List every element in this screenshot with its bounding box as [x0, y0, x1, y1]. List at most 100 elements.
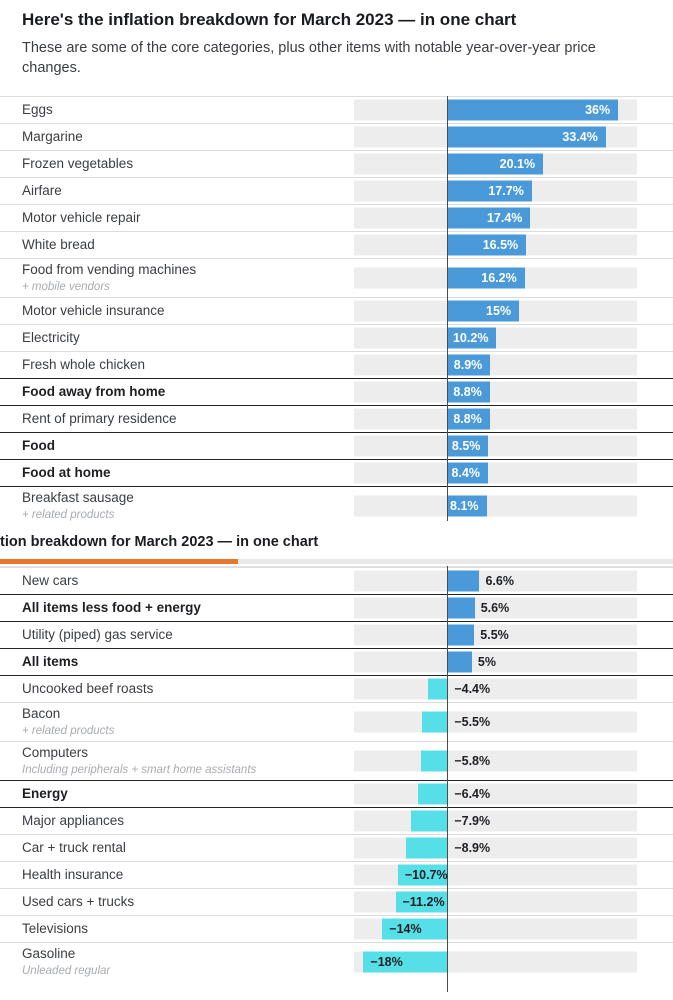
row-label: Energy — [22, 786, 68, 802]
bar-value-label: 6.6% — [485, 574, 514, 588]
chart-row: Frozen vegetables 20.1% — [0, 150, 673, 177]
chart-subtitle: These are some of the core categories, p… — [22, 40, 596, 76]
bar-track — [354, 381, 637, 403]
bar-negative — [418, 783, 449, 805]
bar-positive — [448, 462, 488, 484]
chart-section-top: Eggs 36% Margarine 33.4% Frozen vegetables 20… — [0, 96, 673, 521]
chart-row: White bread 16.5% — [0, 231, 673, 258]
row-label: Utility (piped) gas service — [22, 627, 173, 643]
bar-track — [354, 837, 637, 859]
row-label: Uncooked beef roasts — [22, 681, 153, 697]
row-label: Rent of primary residence — [22, 411, 177, 427]
bar-positive — [448, 234, 527, 256]
row-label-text: Rent of primary residence — [22, 411, 177, 426]
chart-row: Car + truck rental −8.9% — [0, 834, 673, 861]
row-label: Car + truck rental — [22, 840, 126, 856]
row-label: Airfare — [22, 183, 62, 199]
row-label: Food away from home — [22, 384, 165, 400]
chart-row: Breakfast sausage + related products 8.1% — [0, 486, 673, 521]
row-sublabel-text: Unleaded regular — [22, 965, 111, 977]
bar-value-label: −4.4% — [454, 682, 491, 696]
bar-value-label: 17.4% — [486, 211, 523, 225]
bar-value-label: 33.4% — [562, 130, 598, 144]
bar-track — [354, 462, 637, 484]
bar-negative — [395, 891, 449, 913]
bar-positive — [448, 99, 619, 121]
chart-row: Bacon + related products −5.5% — [0, 702, 673, 741]
row-label-text: Used cars + trucks — [22, 894, 135, 909]
row-label: Food at home — [22, 465, 111, 481]
zero-axis-line — [447, 566, 449, 992]
chart-row: All items less food + energy 5.6% — [0, 594, 673, 621]
row-label-text: All items less food + energy — [22, 600, 201, 615]
row-label-text: All items — [22, 654, 79, 669]
bar-value-label: 8.1% — [450, 499, 479, 513]
row-label-text: White bread — [22, 237, 95, 252]
bar-value-label: 8.8% — [453, 412, 482, 426]
bar-value-label: 5% — [477, 655, 496, 669]
row-label: Health insurance — [22, 867, 123, 883]
bar-track — [354, 810, 637, 832]
row-label: White bread — [22, 237, 95, 253]
row-label: Televisions — [22, 921, 88, 937]
row-label: Food — [22, 438, 55, 454]
chart-row: Airfare 17.7% — [0, 177, 673, 204]
bar-track — [354, 750, 637, 772]
bar-track — [354, 570, 637, 592]
row-label-text: Health insurance — [22, 867, 124, 882]
row-label-text: Motor vehicle repair — [22, 210, 141, 225]
bar-track — [354, 435, 637, 457]
chart-row: Eggs 36% — [0, 96, 673, 123]
row-label-text: Gasoline — [22, 946, 76, 961]
row-label-text: Food away from home — [22, 384, 166, 399]
row-label-text: Car + truck rental — [22, 840, 126, 855]
bar-positive — [448, 300, 520, 322]
row-label: Computers Including peripherals + smart h… — [22, 745, 256, 777]
bar-track — [354, 495, 637, 517]
bar-value-label: −5.5% — [454, 715, 491, 729]
bar-positive — [448, 495, 487, 517]
row-label: Eggs — [22, 102, 53, 118]
bar-positive — [448, 180, 532, 202]
bar-value-label: 8.8% — [453, 385, 482, 399]
bar-track — [354, 624, 637, 646]
row-label-text: Breakfast sausage — [22, 490, 134, 505]
chart-row: All items 5% — [0, 648, 673, 675]
bar-value-label: −11.2% — [402, 895, 445, 909]
row-label-text: Frozen vegetables — [22, 156, 134, 171]
bar-value-label: 5.5% — [480, 628, 509, 642]
chart-row: Food away from home 8.8% — [0, 378, 673, 405]
bar-negative — [397, 864, 449, 886]
bar-track — [354, 678, 637, 700]
row-label-text: Energy — [22, 786, 68, 801]
bar-value-label: 16.5% — [482, 238, 519, 252]
bar-negative — [406, 837, 449, 859]
bar-track — [354, 597, 637, 619]
bar-positive — [448, 153, 544, 175]
chart-row: Health insurance −10.7% — [0, 861, 673, 888]
row-label: New cars — [22, 573, 78, 589]
bar-value-label: 17.7% — [488, 184, 524, 198]
row-label-text: Motor vehicle insurance — [22, 303, 165, 318]
bar-track — [354, 651, 637, 673]
row-label-text: Food from vending machines — [22, 262, 197, 277]
bar-rows-bottom: New cars 6.6% All items less food + energy… — [0, 567, 673, 981]
row-label: Fresh whole chicken — [22, 357, 145, 373]
bar-value-label: −5.8% — [454, 754, 491, 768]
row-label: Electricity — [22, 330, 80, 346]
bar-track — [354, 408, 637, 430]
zero-axis-line — [447, 96, 449, 521]
bar-value-label: 10.2% — [452, 331, 489, 345]
row-label: Food from vending machines + mobile vendo… — [22, 262, 196, 294]
chart-row: New cars 6.6% — [0, 567, 673, 594]
row-label: All items — [22, 654, 78, 670]
row-sublabel-text: + related products — [22, 509, 115, 521]
bar-rows-top: Eggs 36% Margarine 33.4% Frozen vegetables 20… — [0, 96, 673, 521]
chart-row: Margarine 33.4% — [0, 123, 673, 150]
bar-negative — [427, 678, 449, 700]
chart-row: Uncooked beef roasts −4.4% — [0, 675, 673, 702]
chart-row: Gasoline Unleaded regular −18% — [0, 942, 673, 981]
reading-progress-fill — [0, 559, 239, 564]
chart-row: Major appliances −7.9% — [0, 807, 673, 834]
